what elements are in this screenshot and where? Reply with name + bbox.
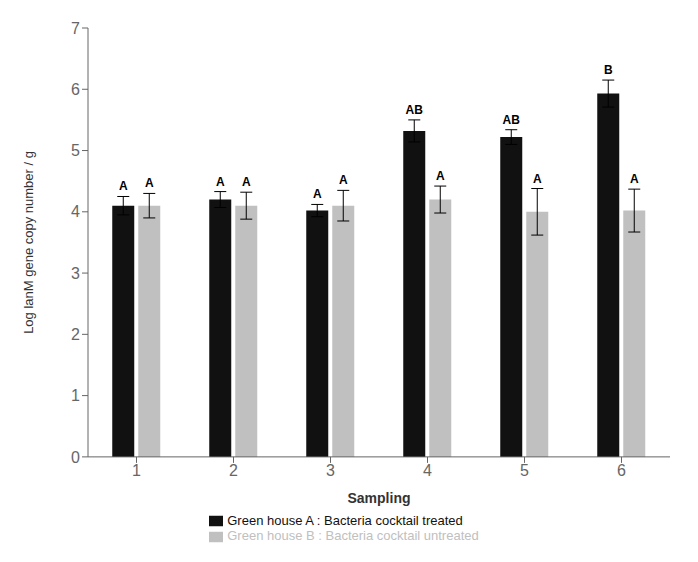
svg-text:5: 5 xyxy=(520,462,529,479)
svg-text:4: 4 xyxy=(423,462,432,479)
svg-text:A: A xyxy=(533,172,542,186)
svg-text:Log lanM gene copy number / g: Log lanM gene copy number / g xyxy=(21,151,36,334)
svg-text:A: A xyxy=(339,173,348,187)
svg-text:A: A xyxy=(216,175,225,189)
svg-text:2: 2 xyxy=(229,462,238,479)
svg-text:1: 1 xyxy=(71,387,80,404)
svg-text:5: 5 xyxy=(71,142,80,159)
svg-text:6: 6 xyxy=(71,81,80,98)
svg-text:3: 3 xyxy=(71,265,80,282)
svg-text:A: A xyxy=(145,176,154,190)
svg-text:AB: AB xyxy=(503,113,521,127)
svg-text:AB: AB xyxy=(406,103,424,117)
svg-text:A: A xyxy=(630,172,639,186)
svg-text:4: 4 xyxy=(71,203,80,220)
svg-text:6: 6 xyxy=(617,462,626,479)
html-text:Green house B : Bacteria cockt: Green house B : Bacteria cocktail untrea… xyxy=(227,528,479,544)
svg-text:A: A xyxy=(436,169,445,183)
svg-text:0: 0 xyxy=(71,449,80,466)
svg-text:B: B xyxy=(604,63,613,77)
svg-text:3: 3 xyxy=(326,462,335,479)
svg-text:1: 1 xyxy=(132,462,141,479)
html-text:Green house A : Bacteria cockt: Green house A : Bacteria cocktail treate… xyxy=(227,512,463,528)
svg-text:A: A xyxy=(119,179,128,193)
svg-text:Sampling: Sampling xyxy=(347,490,410,506)
svg-text:A: A xyxy=(313,187,322,201)
svg-text:2: 2 xyxy=(71,326,80,343)
svg-text:7: 7 xyxy=(71,20,80,37)
svg-text:A: A xyxy=(242,175,251,189)
